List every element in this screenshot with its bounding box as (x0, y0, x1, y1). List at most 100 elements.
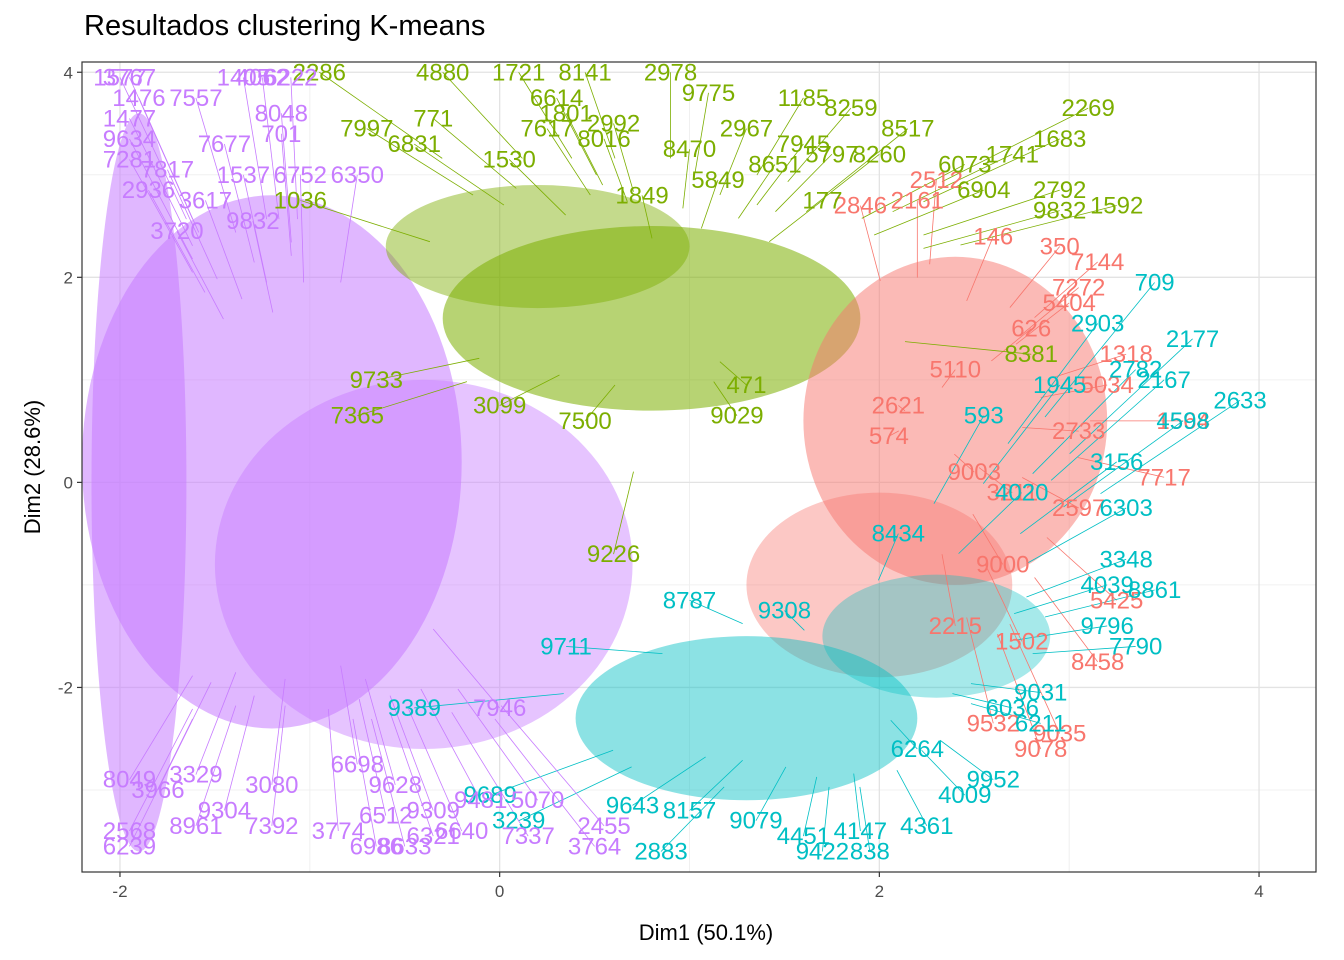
point-label: 1577 (93, 64, 146, 91)
point-label: 2792 (1033, 177, 1086, 204)
point-cloud-fill (82, 113, 1108, 852)
point-label: 1185 (778, 85, 830, 112)
label-segment (613, 471, 634, 555)
point-label: 2936 (122, 177, 175, 204)
label-segment (613, 123, 634, 192)
label-segment (970, 683, 1041, 693)
point-label: 6222 (264, 64, 317, 91)
x-tick-label: 2 (875, 882, 884, 901)
label-segment (896, 770, 928, 827)
point-label: 2167 (1137, 367, 1190, 394)
point-label: 2782 (1109, 357, 1162, 384)
y-tick-label: 0 (64, 473, 73, 492)
point-label: 8049 (103, 767, 156, 794)
label-segment (888, 430, 900, 437)
point-label: 3080 (245, 772, 298, 799)
label-segment (223, 695, 255, 811)
point-label: 5849 (691, 167, 744, 194)
label-segment (157, 682, 212, 791)
point-label: 7281 (103, 146, 156, 173)
label-segment (327, 708, 339, 832)
point-label: 2621 (872, 392, 925, 419)
label-segment (389, 695, 434, 811)
point-label: 9422 (796, 838, 849, 865)
label-segment (1063, 420, 1184, 508)
label-segment (822, 786, 830, 852)
point-label: 8633 (378, 833, 431, 860)
label-segment (176, 230, 224, 320)
point-label: 1849 (615, 182, 668, 209)
point-label: 2733 (1052, 418, 1105, 445)
point-label: 9689 (463, 782, 516, 809)
point-label: 6986 (350, 833, 403, 860)
label-segment (1032, 646, 1136, 655)
point-label: 8141 (558, 59, 611, 86)
label-segment (340, 665, 358, 765)
label-segment (960, 205, 1117, 246)
point-label: 9079 (729, 808, 782, 835)
label-segment (420, 688, 482, 801)
label-segment (682, 149, 690, 209)
point-label: 4598 (1156, 408, 1209, 435)
label-segment (271, 678, 286, 785)
point-label: 6614 (530, 85, 583, 112)
x-tick-label: 4 (1254, 882, 1263, 901)
label-segment (340, 174, 358, 283)
point-label: 1741 (986, 141, 1039, 168)
label-segment (300, 200, 431, 243)
point-label: 9532 (967, 710, 1020, 737)
label-segment (319, 71, 443, 159)
label-segment (242, 77, 268, 220)
x-axis-title: Dim1 (50.1%) (639, 920, 773, 945)
point-label: 9796 (1080, 613, 1133, 640)
point-label: 9628 (369, 772, 422, 799)
point-label: 9031 (1014, 680, 1067, 707)
point-label: 3966 (131, 777, 184, 804)
label-segment (1034, 261, 1098, 318)
point-label: 3774 (312, 818, 365, 845)
point-label: 9832 (1033, 198, 1086, 225)
label-segment (719, 361, 747, 386)
point-label: 2597 (1052, 495, 1105, 522)
label-segment (859, 786, 871, 852)
label-segment (1044, 589, 1155, 618)
label-segment (129, 159, 193, 273)
label-segment (414, 693, 564, 709)
point-label: 2215 (929, 613, 982, 640)
point-label: 7272 (1052, 275, 1105, 302)
y-tick-label: 2 (64, 268, 73, 287)
point-label: 4039 (1080, 572, 1133, 599)
point-label: 3211 (986, 480, 1038, 507)
label-segment (148, 189, 206, 293)
label-segment (923, 210, 1060, 249)
point-label: 3617 (179, 187, 232, 214)
label-segment (205, 200, 243, 300)
label-segment (376, 357, 480, 381)
label-segment (223, 143, 255, 263)
label-segment (566, 646, 663, 655)
label-segment (1014, 584, 1108, 615)
label-segment (861, 164, 965, 219)
point-label: 6831 (388, 131, 441, 158)
label-segment (432, 628, 500, 709)
point-label: 9226 (587, 541, 640, 568)
label-segment (991, 328, 1032, 362)
point-label: 6752 (274, 162, 327, 189)
point-label: 2883 (634, 838, 687, 865)
label-segment (892, 153, 1013, 213)
label-segment (806, 153, 880, 213)
label-segment (700, 179, 719, 229)
label-segment (1050, 379, 1165, 481)
point-label: 2903 (1071, 310, 1124, 337)
label-segment (1026, 507, 1127, 564)
label-segment (954, 453, 975, 473)
point-label: 1477 (103, 105, 156, 132)
point-label: 2568 (103, 818, 156, 845)
point-label: 3764 (568, 833, 621, 860)
label-segment (641, 195, 653, 239)
point-label: 3156 (1090, 449, 1143, 476)
label-segment (660, 786, 725, 852)
cluster-density-blob (575, 636, 918, 801)
